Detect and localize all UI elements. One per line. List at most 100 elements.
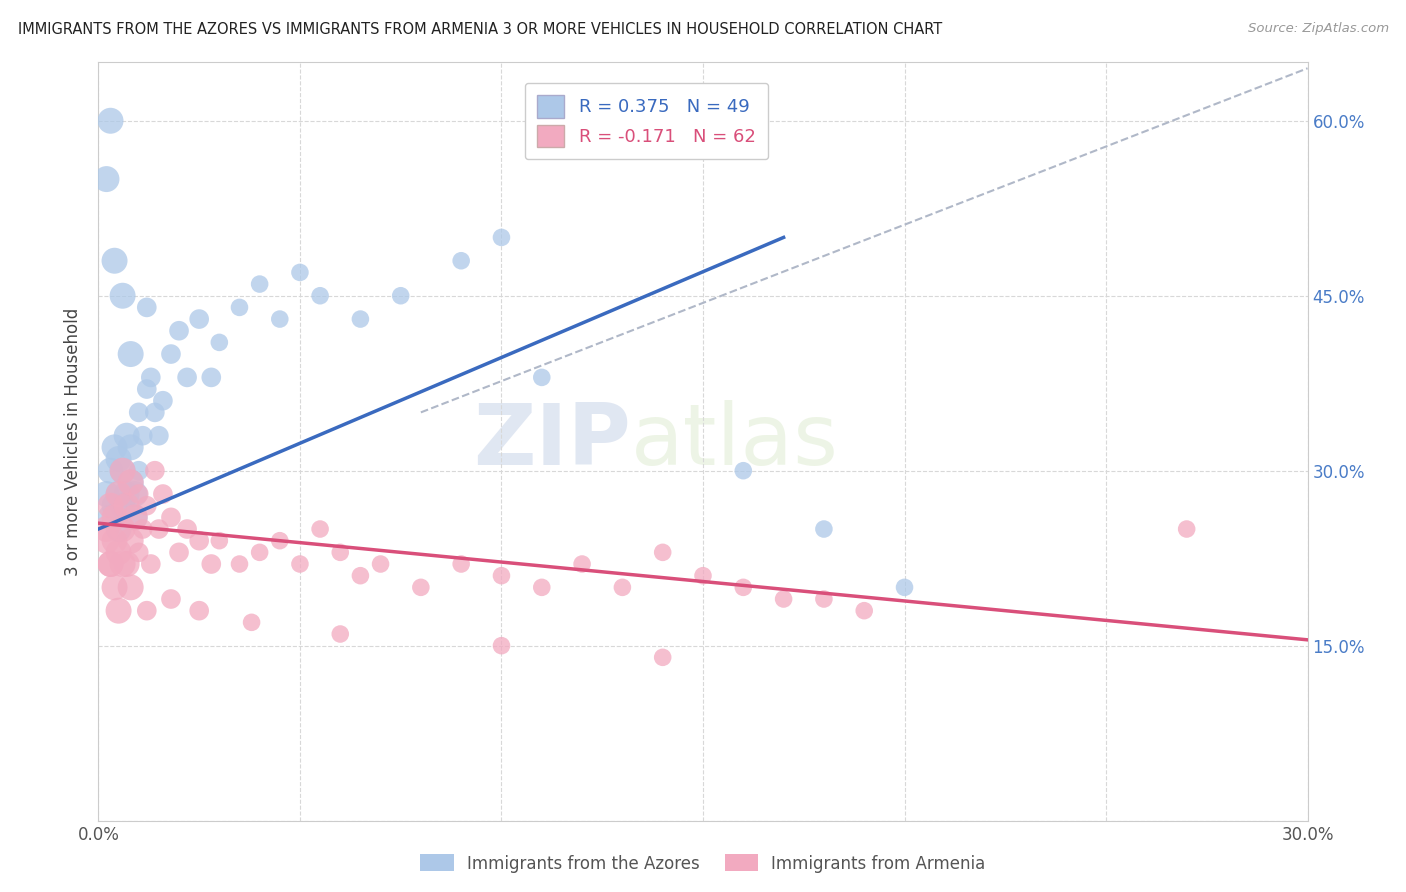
Point — [200, 557, 222, 571]
Point — [208, 533, 231, 548]
Text: IMMIGRANTS FROM THE AZORES VS IMMIGRANTS FROM ARMENIA 3 OR MORE VEHICLES IN HOUS: IMMIGRANTS FROM THE AZORES VS IMMIGRANTS… — [18, 22, 942, 37]
Point — [96, 533, 118, 548]
Point — [107, 522, 129, 536]
Point — [115, 487, 138, 501]
Point — [249, 545, 271, 559]
Point — [733, 580, 755, 594]
Point — [107, 452, 129, 467]
Point — [120, 475, 142, 490]
Point — [1175, 522, 1198, 536]
Point — [349, 568, 371, 582]
Point — [772, 592, 794, 607]
Point — [135, 301, 157, 315]
Point — [188, 604, 211, 618]
Point — [103, 441, 125, 455]
Point — [107, 487, 129, 501]
Point — [143, 405, 166, 419]
Point — [135, 604, 157, 618]
Point — [132, 428, 155, 442]
Point — [111, 499, 134, 513]
Point — [200, 370, 222, 384]
Point — [96, 487, 118, 501]
Point — [128, 487, 150, 501]
Point — [240, 615, 263, 630]
Point — [100, 557, 122, 571]
Point — [143, 464, 166, 478]
Point — [103, 510, 125, 524]
Point — [120, 475, 142, 490]
Point — [160, 510, 183, 524]
Point — [692, 568, 714, 582]
Point — [135, 499, 157, 513]
Point — [813, 592, 835, 607]
Point — [813, 522, 835, 536]
Point — [103, 580, 125, 594]
Point — [188, 312, 211, 326]
Point — [208, 335, 231, 350]
Point — [120, 441, 142, 455]
Point — [491, 639, 513, 653]
Point — [148, 428, 170, 442]
Point — [651, 545, 673, 559]
Point — [115, 428, 138, 442]
Point — [100, 464, 122, 478]
Point — [120, 580, 142, 594]
Y-axis label: 3 or more Vehicles in Household: 3 or more Vehicles in Household — [65, 308, 83, 575]
Point — [100, 113, 122, 128]
Point — [269, 533, 291, 548]
Point — [124, 510, 146, 524]
Point — [107, 604, 129, 618]
Point — [269, 312, 291, 326]
Point — [128, 405, 150, 419]
Point — [111, 464, 134, 478]
Point — [167, 545, 190, 559]
Point — [96, 172, 118, 186]
Point — [450, 557, 472, 571]
Point — [491, 568, 513, 582]
Point — [103, 533, 125, 548]
Point — [96, 522, 118, 536]
Point — [409, 580, 432, 594]
Point — [111, 289, 134, 303]
Point — [571, 557, 593, 571]
Point — [329, 627, 352, 641]
Point — [389, 289, 412, 303]
Point — [152, 393, 174, 408]
Point — [120, 347, 142, 361]
Point — [111, 464, 134, 478]
Point — [733, 464, 755, 478]
Point — [115, 499, 138, 513]
Point — [893, 580, 915, 594]
Point — [128, 464, 150, 478]
Point — [349, 312, 371, 326]
Point — [115, 557, 138, 571]
Point — [100, 510, 122, 524]
Point — [370, 557, 392, 571]
Legend: R = 0.375   N = 49, R = -0.171   N = 62: R = 0.375 N = 49, R = -0.171 N = 62 — [524, 83, 768, 160]
Point — [651, 650, 673, 665]
Point — [530, 370, 553, 384]
Legend: Immigrants from the Azores, Immigrants from Armenia: Immigrants from the Azores, Immigrants f… — [413, 847, 993, 880]
Point — [128, 545, 150, 559]
Point — [103, 499, 125, 513]
Text: ZIP: ZIP — [472, 400, 630, 483]
Text: atlas: atlas — [630, 400, 838, 483]
Point — [139, 370, 162, 384]
Point — [853, 604, 876, 618]
Point — [160, 347, 183, 361]
Point — [148, 522, 170, 536]
Point — [188, 533, 211, 548]
Point — [139, 557, 162, 571]
Point — [107, 487, 129, 501]
Point — [167, 324, 190, 338]
Point — [124, 510, 146, 524]
Point — [288, 557, 311, 571]
Point — [329, 545, 352, 559]
Point — [309, 522, 332, 536]
Point — [530, 580, 553, 594]
Point — [132, 522, 155, 536]
Point — [124, 487, 146, 501]
Point — [450, 253, 472, 268]
Point — [228, 301, 250, 315]
Point — [135, 382, 157, 396]
